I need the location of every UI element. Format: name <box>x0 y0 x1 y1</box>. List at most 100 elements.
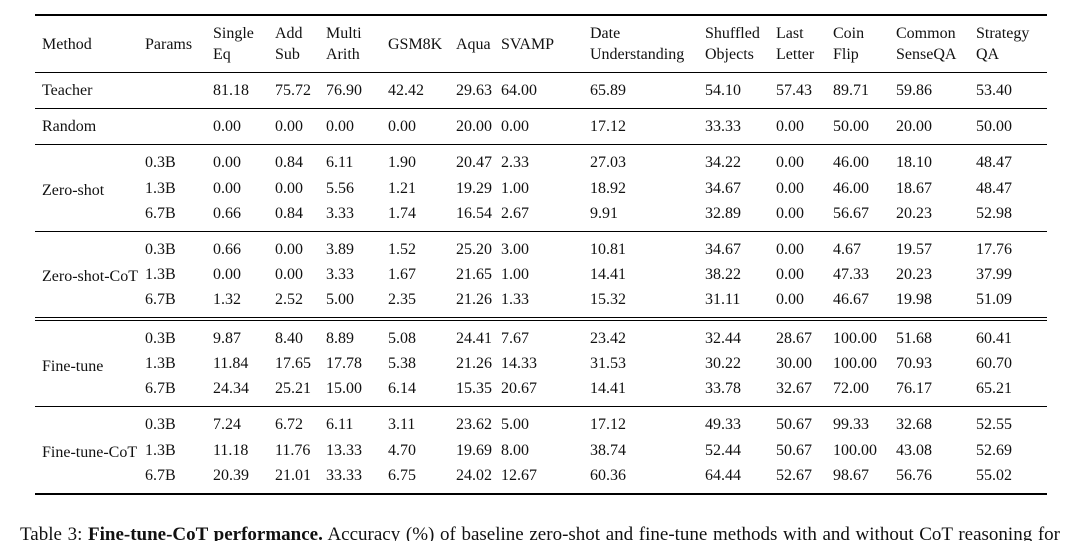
value-cell: 18.92 <box>590 179 626 197</box>
table-row: Fine-tune-CoT 0.3B 7.24 6.72 6.11 3.11 2… <box>35 407 1047 461</box>
value-cell: 32.67 <box>776 380 812 398</box>
col-header-gsm8k: GSM8K <box>388 35 443 53</box>
value-cell: 16.54 <box>456 204 492 222</box>
value-cell: 0.00 <box>275 240 303 258</box>
value-cell: 100.00 <box>833 355 877 373</box>
table-row: 1.3B 11.84 17.65 17.78 5.38 21.26 14.33 … <box>35 351 1047 376</box>
value-cell: 0.00 <box>776 204 804 222</box>
value-cell: 48.47 <box>976 154 1012 172</box>
value-cell: 100.00 <box>833 330 877 348</box>
value-cell: 5.56 <box>326 179 354 197</box>
value-cell: 46.00 <box>833 179 869 197</box>
results-table: Method Params Single Eq Add Sub Multi Ar… <box>35 14 1047 495</box>
value-cell: 6.11 <box>326 416 354 434</box>
value-cell: 20.23 <box>896 204 932 222</box>
method-cell: Fine-tune <box>42 357 104 375</box>
table-row: Zero-shot 0.3B 0.00 0.84 6.11 1.90 20.47… <box>35 145 1047 199</box>
value-cell: 17.78 <box>326 355 362 373</box>
value-cell: 6.14 <box>388 380 416 398</box>
table-row-random: Random 0.00 0.00 0.00 0.00 20.00 0.00 17… <box>35 109 1047 145</box>
value-cell: 56.67 <box>833 204 869 222</box>
value-cell: 2.52 <box>275 290 303 308</box>
value-cell: 10.81 <box>590 240 626 258</box>
value-cell: 6.11 <box>326 154 354 172</box>
params-cell: 0.3B <box>145 416 176 434</box>
value-cell: 49.33 <box>705 416 741 434</box>
col-header-multi-arith: Multi Arith <box>326 25 362 64</box>
value-cell: 13.33 <box>326 441 362 459</box>
value-cell: 0.66 <box>213 204 241 222</box>
value-cell: 56.76 <box>896 466 932 484</box>
params-cell <box>145 73 213 109</box>
table-row: 1.3B 0.00 0.00 5.56 1.21 19.29 1.00 18.9… <box>35 176 1047 201</box>
value-cell: 72.00 <box>833 380 869 398</box>
value-cell: 0.00 <box>275 265 303 283</box>
value-cell: 37.99 <box>976 265 1012 283</box>
value-cell: 0.84 <box>275 154 303 172</box>
col-header-coin-flip: Coin Flip <box>833 25 865 64</box>
value-cell: 48.47 <box>976 179 1012 197</box>
col-header-common-senseqa: Common SenseQA <box>896 25 957 64</box>
value-cell: 11.76 <box>275 441 311 459</box>
value-cell: 24.34 <box>213 380 249 398</box>
params-cell: 1.3B <box>145 179 176 197</box>
value-cell: 29.63 <box>456 82 492 100</box>
value-cell: 51.68 <box>896 330 932 348</box>
value-cell: 0.00 <box>213 179 241 197</box>
value-cell: 98.67 <box>833 466 869 484</box>
value-cell: 34.67 <box>705 179 741 197</box>
value-cell: 0.00 <box>326 118 354 136</box>
value-cell: 7.24 <box>213 416 241 434</box>
value-cell: 30.22 <box>705 355 741 373</box>
value-cell: 53.40 <box>976 82 1012 100</box>
value-cell: 4.70 <box>388 441 416 459</box>
value-cell: 5.38 <box>388 355 416 373</box>
value-cell: 17.76 <box>976 240 1012 258</box>
zero-shot-section: Zero-shot 0.3B 0.00 0.84 6.11 1.90 20.47… <box>35 145 1047 232</box>
table-row: 6.7B 0.66 0.84 3.33 1.74 16.54 2.67 9.91… <box>35 201 1047 232</box>
table-row: 1.3B 11.18 11.76 13.33 4.70 19.69 8.00 3… <box>35 438 1047 463</box>
value-cell: 2.67 <box>501 204 529 222</box>
value-cell: 70.93 <box>896 355 932 373</box>
value-cell: 1.32 <box>213 290 241 308</box>
value-cell: 11.18 <box>213 441 249 459</box>
value-cell: 4.67 <box>833 240 861 258</box>
value-cell: 38.74 <box>590 441 626 459</box>
caption-label: Table 3: <box>20 523 88 541</box>
value-cell: 23.42 <box>590 330 626 348</box>
params-cell: 6.7B <box>145 290 176 308</box>
value-cell: 17.65 <box>275 355 311 373</box>
params-cell: 0.3B <box>145 154 176 172</box>
value-cell: 46.67 <box>833 290 869 308</box>
table-row: 6.7B 1.32 2.52 5.00 2.35 21.26 1.33 15.3… <box>35 287 1047 319</box>
table-caption: Table 3: Fine-tune-CoT performance. Accu… <box>20 521 1060 541</box>
random-section: Random 0.00 0.00 0.00 0.00 20.00 0.00 17… <box>35 109 1047 145</box>
value-cell: 21.01 <box>275 466 311 484</box>
params-cell: 6.7B <box>145 466 176 484</box>
teacher-section: Teacher 81.18 75.72 76.90 42.42 29.63 64… <box>35 73 1047 109</box>
fine-tune-cot-section: Fine-tune-CoT 0.3B 7.24 6.72 6.11 3.11 2… <box>35 407 1047 494</box>
value-cell: 31.11 <box>705 290 741 308</box>
value-cell: 18.67 <box>896 179 932 197</box>
value-cell: 38.22 <box>705 265 741 283</box>
value-cell: 21.65 <box>456 265 492 283</box>
value-cell: 52.69 <box>976 441 1012 459</box>
value-cell: 33.78 <box>705 380 741 398</box>
value-cell: 33.33 <box>326 466 362 484</box>
value-cell: 50.67 <box>776 441 812 459</box>
value-cell: 17.12 <box>590 118 626 136</box>
table-row: Fine-tune 0.3B 9.87 8.40 8.89 5.08 24.41… <box>35 319 1047 375</box>
col-header-svamp: SVAMP <box>501 35 555 53</box>
value-cell: 21.26 <box>456 290 492 308</box>
value-cell: 76.17 <box>896 380 932 398</box>
value-cell: 15.35 <box>456 380 492 398</box>
col-header-params: Params <box>145 35 193 53</box>
value-cell: 0.00 <box>501 118 529 136</box>
value-cell: 1.90 <box>388 154 416 172</box>
value-cell: 3.33 <box>326 204 354 222</box>
value-cell: 31.53 <box>590 355 626 373</box>
value-cell: 51.09 <box>976 290 1012 308</box>
params-cell: 1.3B <box>145 441 176 459</box>
value-cell: 0.00 <box>776 265 804 283</box>
